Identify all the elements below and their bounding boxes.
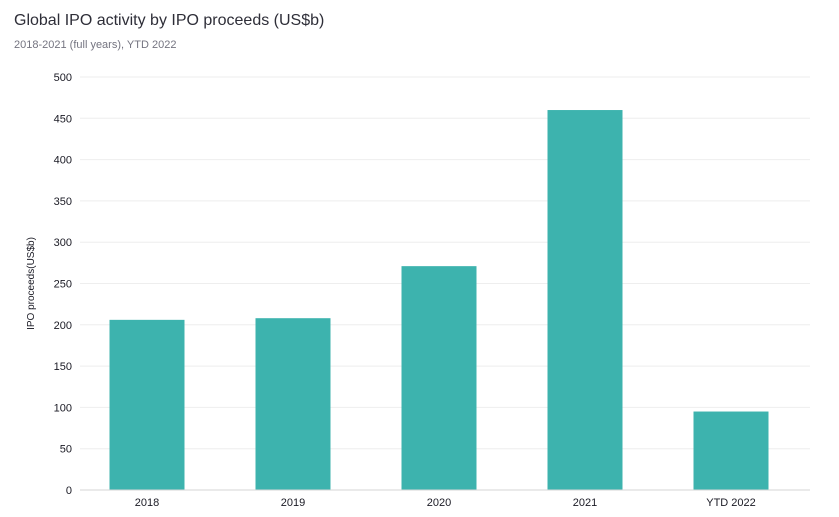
y-tick-label: 400: [54, 155, 72, 167]
bar-2021[interactable]: [547, 110, 623, 490]
chart-title: Global IPO activity by IPO proceeds (US$…: [14, 12, 325, 29]
gridlines: [80, 76, 810, 450]
y-tick-label: 450: [54, 113, 72, 125]
y-tick-label: 0: [66, 485, 72, 497]
y-tick-label: 100: [54, 402, 72, 414]
x-tick-label: 2018: [135, 497, 159, 509]
x-tick-label: 2021: [573, 497, 597, 509]
bar-2018[interactable]: [109, 319, 185, 490]
y-tick-label: 200: [54, 320, 72, 332]
y-axis-ticks: 0 50 100 150 200 250 300 350 400 450 500: [54, 72, 72, 497]
bar-series: [109, 110, 769, 490]
x-axis-ticks: 2018 2019 2020 2021 YTD 2022: [135, 497, 756, 509]
bar-2019[interactable]: [255, 318, 331, 490]
y-tick-label: 500: [54, 72, 72, 84]
bar-ytd-2022[interactable]: [693, 411, 769, 490]
y-tick-label: 300: [54, 237, 72, 249]
y-tick-label: 350: [54, 196, 72, 208]
y-tick-label: 250: [54, 279, 72, 291]
x-tick-label: 2019: [281, 497, 305, 509]
y-tick-label: 50: [60, 444, 72, 456]
y-tick-label: 150: [54, 361, 72, 373]
y-axis-label: IPO proceeds(US$b): [26, 237, 37, 330]
bar-2020[interactable]: [401, 266, 477, 490]
chart-subtitle: 2018-2021 (full years), YTD 2022: [14, 39, 177, 51]
x-tick-label: YTD 2022: [706, 497, 756, 509]
x-tick-label: 2020: [427, 497, 451, 509]
